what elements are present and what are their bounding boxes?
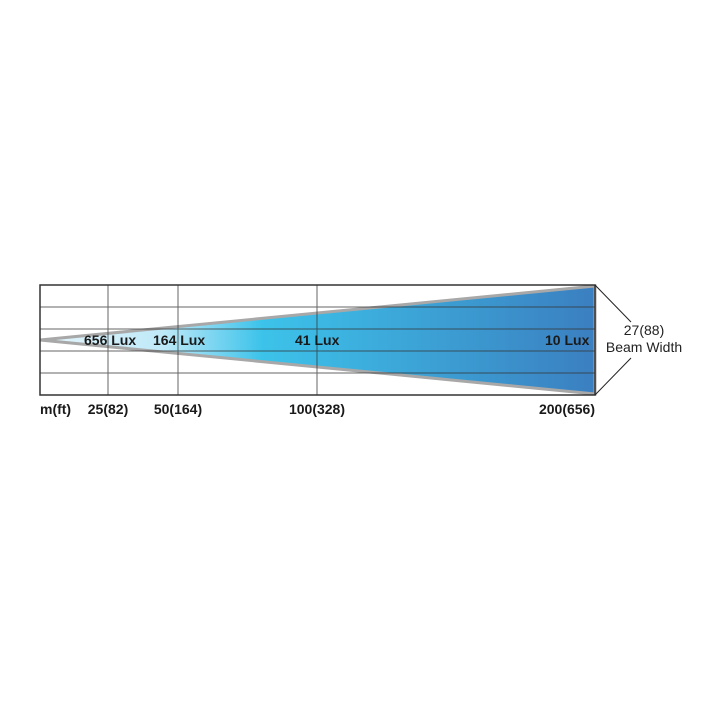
distance-label: 50(164) [154,401,202,417]
lux-label: 656 Lux [84,332,136,348]
beam-width-label: Beam Width [606,339,682,355]
distance-label: 200(656) [539,401,595,417]
distance-label: 100(328) [289,401,345,417]
lux-label: 164 Lux [153,332,205,348]
beam-width-bracket [594,357,632,396]
lux-label: 10 Lux [545,332,590,348]
lux-label: 41 Lux [295,332,340,348]
beam-width-bracket [594,284,632,323]
axis-unit-label: m(ft) [40,401,71,417]
distance-label: 25(82) [88,401,128,417]
frame [39,284,596,396]
beam-width-value: 27(88) [624,322,664,338]
grid [40,285,595,395]
